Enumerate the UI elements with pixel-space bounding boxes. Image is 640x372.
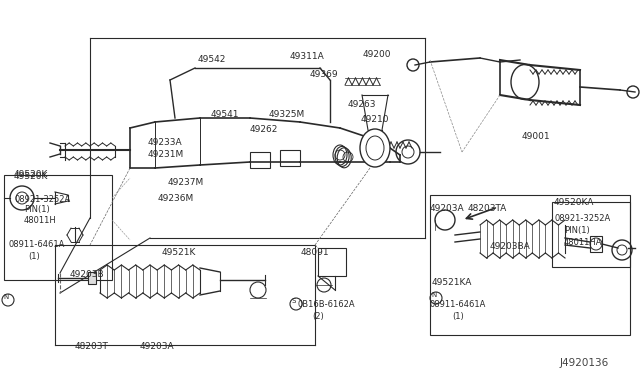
Text: 49325M: 49325M bbox=[269, 110, 305, 119]
Text: (2): (2) bbox=[312, 312, 324, 321]
Ellipse shape bbox=[360, 129, 390, 167]
Text: 49521KA: 49521KA bbox=[432, 278, 472, 287]
Text: 0B16B-6162A: 0B16B-6162A bbox=[298, 300, 356, 309]
Bar bbox=[590, 236, 602, 252]
Text: N: N bbox=[431, 292, 436, 298]
Text: 49237M: 49237M bbox=[168, 178, 204, 187]
Text: 49203BA: 49203BA bbox=[490, 242, 531, 251]
Text: 49200: 49200 bbox=[363, 50, 392, 59]
Text: J4920136: J4920136 bbox=[560, 358, 609, 368]
Text: 08911-6461A: 08911-6461A bbox=[430, 300, 486, 309]
Bar bbox=[280, 150, 300, 166]
Bar bbox=[552, 202, 630, 267]
Text: S: S bbox=[292, 298, 296, 304]
Text: 49520K: 49520K bbox=[14, 170, 49, 179]
Text: 49263: 49263 bbox=[348, 100, 376, 109]
Text: 49001: 49001 bbox=[522, 132, 550, 141]
Text: 48203T: 48203T bbox=[75, 342, 109, 351]
Text: 49541: 49541 bbox=[211, 110, 239, 119]
Text: 49520KA: 49520KA bbox=[554, 198, 595, 207]
Text: (1): (1) bbox=[452, 312, 464, 321]
Text: 08921-3252A: 08921-3252A bbox=[14, 195, 70, 204]
Bar bbox=[318, 248, 346, 276]
Text: 49542: 49542 bbox=[198, 55, 227, 64]
Text: 49210: 49210 bbox=[361, 115, 389, 124]
Text: 49262: 49262 bbox=[250, 125, 278, 134]
Text: 48091: 48091 bbox=[301, 248, 330, 257]
Text: 49520K: 49520K bbox=[14, 172, 49, 181]
Text: 08921-3252A: 08921-3252A bbox=[555, 214, 611, 223]
Text: 49236M: 49236M bbox=[158, 194, 195, 203]
Text: 08911-6461A: 08911-6461A bbox=[8, 240, 65, 249]
Bar bbox=[430, 195, 630, 335]
Text: N: N bbox=[3, 294, 8, 300]
Text: 49233A: 49233A bbox=[148, 138, 182, 147]
Text: 48011HA: 48011HA bbox=[564, 238, 602, 247]
Text: 49231M: 49231M bbox=[148, 150, 184, 159]
Bar bbox=[88, 272, 96, 284]
Text: 49369: 49369 bbox=[310, 70, 339, 79]
Text: 49203A: 49203A bbox=[430, 204, 465, 213]
Text: PIN(1): PIN(1) bbox=[564, 226, 589, 235]
Text: 48203TA: 48203TA bbox=[468, 204, 508, 213]
Text: 48011H: 48011H bbox=[24, 216, 57, 225]
Text: 49203B: 49203B bbox=[70, 270, 104, 279]
Bar bbox=[4, 175, 112, 280]
Text: 49203A: 49203A bbox=[140, 342, 175, 351]
Text: (1): (1) bbox=[28, 252, 40, 261]
Bar bbox=[250, 152, 270, 168]
Text: 49311A: 49311A bbox=[290, 52, 324, 61]
Text: 49521K: 49521K bbox=[162, 248, 196, 257]
Text: PIN(1): PIN(1) bbox=[24, 205, 50, 214]
